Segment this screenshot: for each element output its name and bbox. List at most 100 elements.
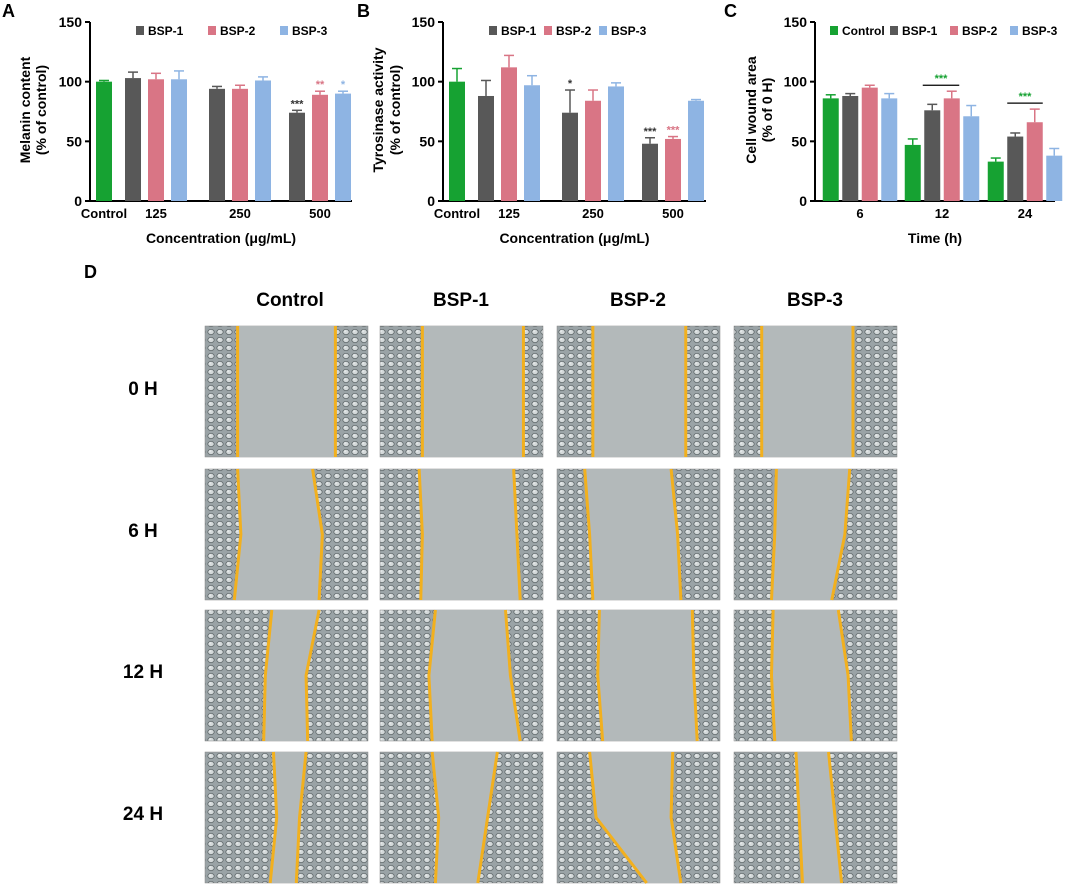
wound-healing-micrographs: Control BSP-1 BSP-2 BSP-3 0 H 6 H 12 H 24 H (123, 290, 898, 884)
bar (96, 81, 112, 201)
legend-swatch (280, 26, 288, 35)
wound-gap (589, 752, 681, 883)
legend-swatch (489, 26, 497, 35)
micrograph-image (379, 468, 544, 601)
wound-edge-line (430, 751, 441, 884)
y-tick-label: 50 (419, 133, 435, 149)
y-tick-label: 50 (791, 133, 807, 149)
x-tick-label: 500 (662, 206, 684, 221)
wound-edge-line (669, 751, 683, 884)
significance-mark: *** (935, 73, 949, 85)
wound-edge-line (311, 468, 324, 601)
chart-cell-wound-area: 0 50 100 150 Cell wound area (% of 0 H) Time (… (743, 14, 1063, 246)
column-header: BSP-3 (787, 290, 843, 311)
wound-edge-line (690, 609, 699, 742)
legend-label: BSP-3 (611, 24, 647, 38)
micrograph-image (556, 751, 721, 884)
wound-gap (428, 610, 521, 741)
y-axis-title: Tyrosinase activity (370, 47, 386, 172)
wound-gap (597, 610, 698, 741)
wound-gap (237, 326, 336, 457)
legend-label: Control (842, 24, 885, 38)
bar (255, 80, 271, 201)
y-tick-label: 100 (412, 74, 436, 90)
bar (478, 95, 494, 201)
bar (501, 67, 517, 201)
micrograph-image (379, 325, 544, 458)
wound-edge-line (583, 468, 595, 601)
wound-edge-line (262, 609, 274, 742)
x-axis-title: Concentration (μg/mL) (146, 230, 296, 246)
bar (232, 88, 248, 201)
micrograph-image (204, 468, 369, 601)
bar (822, 98, 839, 201)
row-label: 12 H (123, 662, 163, 683)
bar (688, 100, 704, 201)
wound-edge-line (769, 609, 777, 742)
legend-label: BSP-3 (1022, 24, 1058, 38)
micrograph-image (204, 751, 369, 884)
legend-swatch (950, 26, 958, 35)
wound-edge-line (588, 751, 648, 884)
y-tick-label: 0 (74, 193, 82, 209)
bar (1007, 136, 1024, 201)
micrograph-image (733, 609, 898, 742)
y-tick-label: 0 (427, 193, 435, 209)
bar (665, 138, 681, 201)
wound-edge-line (417, 468, 424, 601)
significance-mark: * (568, 78, 573, 90)
micrograph-image (733, 468, 898, 601)
wound-edge-line (294, 751, 308, 884)
bar (943, 98, 960, 201)
bar (861, 87, 878, 201)
wound-gap (795, 752, 842, 883)
wound-gap (234, 469, 323, 600)
significance-mark: ** (316, 79, 325, 91)
legend-swatch (830, 26, 838, 35)
x-axis-title: Concentration (μg/mL) (499, 230, 649, 246)
micrograph-image (379, 751, 544, 884)
wound-gap (432, 752, 498, 883)
bar (881, 98, 898, 201)
legend-label: BSP-1 (148, 24, 184, 38)
x-tick-label: Control (434, 206, 480, 221)
wound-edge-line (830, 468, 852, 601)
bar (125, 78, 141, 201)
panel-label-a: A (2, 1, 15, 21)
y-tick-label: 150 (784, 14, 808, 30)
y-axis-subtitle: (% of control) (387, 65, 403, 155)
significance-mark: * (341, 79, 346, 91)
x-axis-title: Time (h) (908, 230, 962, 246)
wound-gap (263, 610, 320, 741)
wound-gap (761, 326, 853, 457)
row-label: 6 H (128, 521, 158, 542)
y-axis-title: Melanin content (17, 56, 33, 163)
chart-melanin-content: 0 50 100 150 Melanin content (% of control) Co… (17, 14, 352, 246)
legend-label: BSP-1 (501, 24, 537, 38)
significance-mark: *** (667, 125, 681, 137)
wound-edge-line (596, 609, 605, 742)
x-tick-label: 250 (582, 206, 604, 221)
x-tick-label: 6 (856, 206, 863, 221)
column-header: BSP-2 (610, 290, 666, 311)
y-tick-label: 0 (799, 193, 807, 209)
wound-gap (422, 326, 524, 457)
legend-swatch (599, 26, 607, 35)
bar (585, 100, 601, 201)
legend-swatch (890, 26, 898, 35)
x-tick-label: 12 (935, 206, 949, 221)
bar (1046, 155, 1063, 201)
x-tick-label: 125 (498, 206, 520, 221)
y-axis-subtitle: (% of 0 H) (759, 78, 775, 143)
x-tick-label: 125 (145, 206, 167, 221)
micrograph-image (556, 609, 721, 742)
y-tick-label: 150 (59, 14, 83, 30)
legend-label: BSP-3 (292, 24, 328, 38)
y-tick-label: 100 (59, 74, 83, 90)
wound-edge-line (512, 468, 522, 601)
wound-edge-line (769, 468, 778, 601)
bar (312, 94, 328, 201)
wound-edge-line (504, 609, 522, 742)
significance-mark: *** (644, 126, 658, 138)
